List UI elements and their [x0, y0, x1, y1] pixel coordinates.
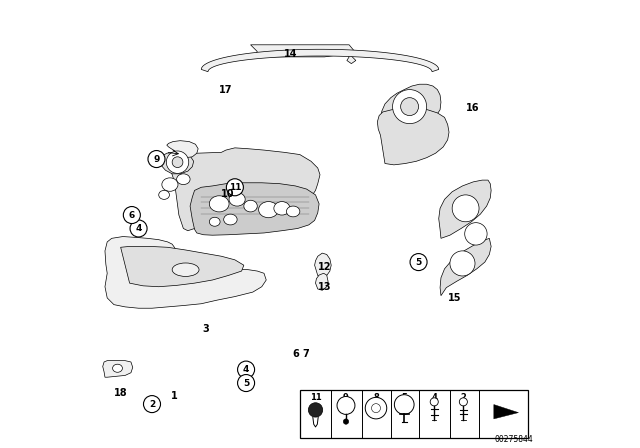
Text: 15: 15 — [447, 293, 461, 303]
Text: 6: 6 — [292, 349, 299, 359]
Circle shape — [166, 151, 189, 173]
Polygon shape — [105, 237, 266, 308]
Circle shape — [343, 419, 349, 424]
Text: 13: 13 — [317, 282, 332, 292]
Text: 5: 5 — [401, 393, 407, 402]
Ellipse shape — [224, 214, 237, 225]
Text: 7: 7 — [302, 349, 309, 359]
Circle shape — [365, 397, 387, 419]
Text: 11: 11 — [228, 183, 241, 192]
Circle shape — [130, 220, 147, 237]
Circle shape — [452, 195, 479, 222]
Polygon shape — [440, 238, 491, 296]
Circle shape — [143, 396, 161, 413]
Polygon shape — [159, 152, 194, 174]
Circle shape — [401, 98, 419, 116]
Circle shape — [430, 398, 438, 406]
Ellipse shape — [244, 200, 257, 212]
Circle shape — [237, 375, 255, 392]
Circle shape — [394, 395, 414, 414]
Ellipse shape — [287, 206, 300, 217]
Ellipse shape — [209, 196, 229, 212]
Ellipse shape — [172, 263, 199, 276]
Text: 11: 11 — [310, 393, 321, 402]
Text: 9: 9 — [343, 393, 349, 402]
Circle shape — [465, 223, 487, 245]
Circle shape — [172, 157, 183, 168]
Circle shape — [371, 404, 380, 413]
Text: 00275844: 00275844 — [494, 435, 533, 444]
Text: 5: 5 — [415, 258, 422, 267]
Ellipse shape — [229, 193, 245, 206]
Ellipse shape — [177, 174, 190, 185]
Text: 3: 3 — [202, 324, 209, 334]
Ellipse shape — [209, 217, 220, 226]
Polygon shape — [378, 108, 449, 165]
Text: 4: 4 — [243, 365, 249, 374]
Text: 8: 8 — [373, 393, 379, 402]
Polygon shape — [315, 253, 332, 278]
Polygon shape — [170, 148, 320, 231]
Polygon shape — [380, 84, 441, 129]
Text: 2: 2 — [149, 400, 155, 409]
Text: 18: 18 — [114, 388, 127, 398]
Text: 1: 1 — [171, 392, 178, 401]
Polygon shape — [167, 141, 198, 158]
Polygon shape — [494, 405, 518, 419]
Text: 9: 9 — [154, 155, 159, 164]
Circle shape — [308, 403, 323, 417]
Ellipse shape — [274, 202, 290, 215]
Circle shape — [460, 398, 467, 406]
Text: 17: 17 — [219, 85, 233, 95]
Circle shape — [237, 361, 255, 378]
Text: 5: 5 — [243, 379, 249, 388]
Circle shape — [410, 254, 427, 271]
Circle shape — [148, 151, 165, 168]
Ellipse shape — [259, 202, 278, 218]
Polygon shape — [202, 49, 439, 72]
Text: 14: 14 — [284, 49, 298, 59]
Text: 6: 6 — [129, 211, 135, 220]
Polygon shape — [251, 45, 356, 64]
Text: 16: 16 — [465, 103, 479, 112]
Circle shape — [227, 179, 243, 196]
Text: 2: 2 — [460, 393, 467, 402]
Polygon shape — [103, 361, 132, 377]
Text: 4: 4 — [431, 393, 437, 402]
Circle shape — [124, 207, 140, 224]
Polygon shape — [439, 180, 491, 238]
Polygon shape — [190, 183, 319, 235]
Circle shape — [392, 90, 427, 124]
Ellipse shape — [159, 190, 170, 199]
Ellipse shape — [162, 178, 178, 191]
Polygon shape — [316, 273, 328, 290]
Text: 10: 10 — [221, 189, 235, 198]
Ellipse shape — [113, 364, 122, 372]
Polygon shape — [121, 246, 244, 287]
Circle shape — [450, 251, 475, 276]
Circle shape — [337, 396, 355, 414]
Bar — [300, 390, 529, 438]
Text: 12: 12 — [317, 262, 332, 271]
Text: 4: 4 — [136, 224, 141, 233]
